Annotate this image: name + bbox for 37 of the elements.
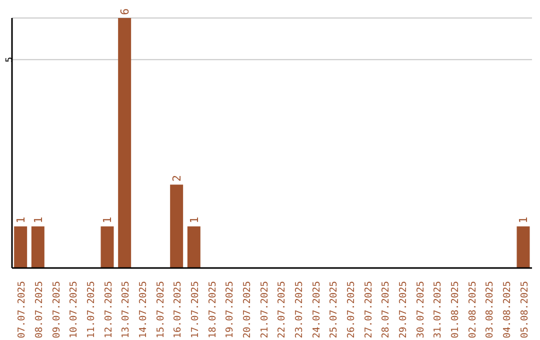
x-tick-label: 13.07.2025: [120, 281, 132, 338]
x-tick-label: 11.07.2025: [86, 281, 97, 338]
x-tick-label: 27.07.2025: [363, 281, 374, 338]
x-tick-label: 18.07.2025: [207, 281, 218, 338]
x-tick-label: 26.07.2025: [346, 281, 357, 338]
x-tick-label: 22.07.2025: [276, 281, 288, 338]
data-label: 1: [32, 216, 45, 224]
x-tick-label: 21.07.2025: [259, 281, 270, 338]
x-tick-label: 25.07.2025: [328, 281, 340, 338]
x-tick-label: 28.07.2025: [380, 281, 392, 338]
x-tick-label: 20.07.2025: [242, 281, 253, 338]
x-tick-label: 14.07.2025: [138, 281, 149, 338]
x-tick-label: 15.07.2025: [155, 281, 166, 338]
x-tick-label: 24.07.2025: [311, 281, 322, 338]
x-tick-label: 08.07.2025: [34, 281, 45, 338]
x-tick-label: 10.07.2025: [68, 281, 80, 338]
data-label: 2: [170, 175, 184, 182]
x-tick-label: 12.07.2025: [103, 281, 114, 338]
x-tick-label: 19.07.2025: [224, 281, 236, 338]
x-tick-label: 09.07.2025: [51, 281, 62, 338]
x-tick-label: 01.08.2025: [450, 281, 461, 338]
x-tick-label: 16.07.2025: [172, 281, 184, 338]
x-tick-label: 29.07.2025: [398, 281, 409, 338]
x-tick-label: 05.08.2025: [519, 281, 530, 338]
data-label: 1: [188, 216, 201, 224]
x-tick-label: 02.08.2025: [467, 281, 478, 338]
x-tick-label: 31.07.2025: [432, 281, 444, 338]
data-label: 1: [14, 216, 28, 224]
data-label: 6: [118, 8, 132, 15]
x-tick-label: 30.07.2025: [415, 281, 426, 338]
x-tick-label: 03.08.2025: [484, 281, 496, 338]
x-tick-label: 23.07.2025: [294, 281, 305, 338]
data-label: 1: [517, 216, 530, 224]
x-tick-label: 17.07.2025: [190, 281, 201, 338]
data-label: 1: [101, 216, 114, 224]
x-tick-label: 04.08.2025: [502, 281, 513, 338]
x-tick-label: 07.07.2025: [16, 281, 28, 338]
